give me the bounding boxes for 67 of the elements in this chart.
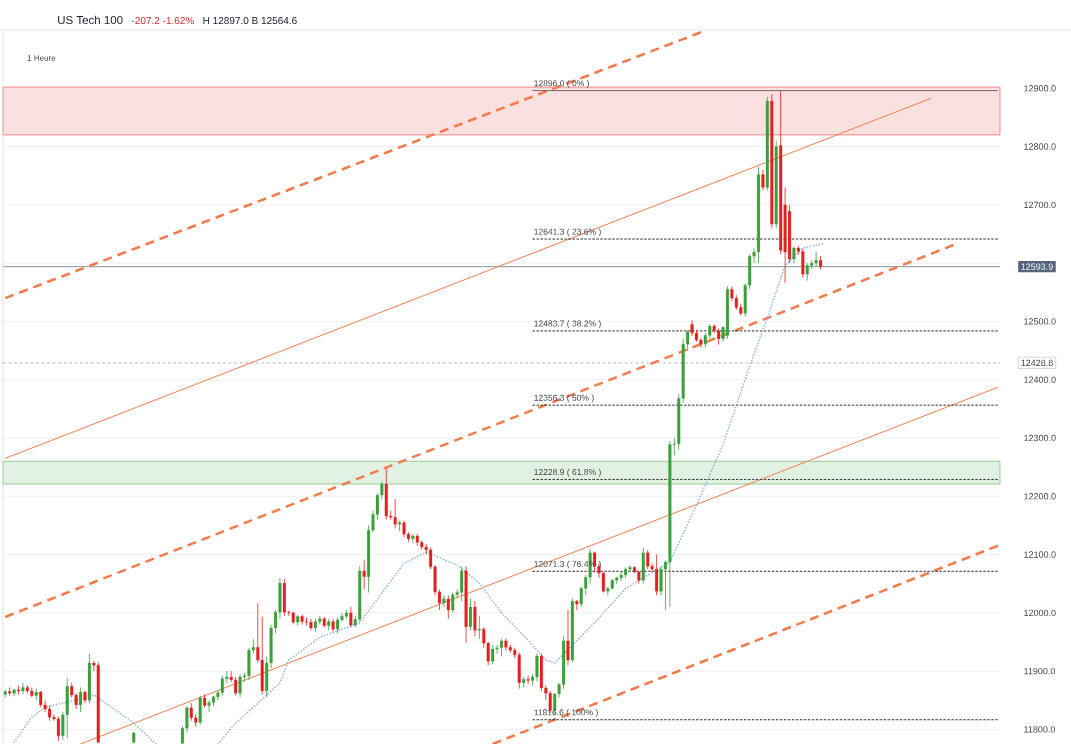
candlestick (774, 140, 778, 229)
candlestick (765, 96, 769, 191)
candlestick (446, 594, 450, 620)
candlestick (770, 93, 774, 229)
candlestick (468, 597, 472, 631)
chart-title: US Tech 100 (58, 15, 123, 25)
candlestick (628, 564, 632, 573)
candlestick (756, 166, 761, 264)
y-tick-label: 12200.0 (1024, 493, 1056, 500)
candlestick (327, 618, 331, 631)
ref-line-label: 12593.9 (1021, 263, 1053, 270)
candlestick (291, 611, 295, 625)
candlestick (570, 597, 574, 663)
candlestick (34, 688, 38, 701)
candlestick (393, 498, 397, 529)
candlestick (8, 687, 12, 697)
candlestick (132, 731, 136, 744)
candlestick (725, 286, 730, 340)
candlestick (56, 716, 60, 742)
candlestick (79, 687, 83, 713)
candlestick (641, 547, 645, 585)
candlestick (819, 255, 823, 270)
series-label: 12483.7 ( 38.2% ) (534, 320, 601, 329)
candlestick (522, 676, 526, 688)
candlestick (322, 616, 326, 628)
candlestick (12, 688, 16, 697)
text: -207.2 -1.62% (131, 17, 194, 25)
candlestick (260, 616, 264, 695)
line-series (217, 242, 826, 744)
candlestick (17, 685, 21, 695)
text: H 12897.0 B 12564.6 (203, 17, 297, 25)
candlestick (398, 520, 402, 532)
series-label: 12228.9 ( 61.8% ) (534, 468, 601, 477)
candlestick (477, 615, 481, 640)
annotation: 1 Heure (27, 55, 56, 61)
candlestick (198, 695, 202, 726)
y-tick-label: 12100.0 (1024, 551, 1056, 558)
candlestick (451, 592, 455, 614)
y-tick-label: 12300.0 (1024, 434, 1056, 442)
candlestick (87, 653, 91, 704)
candlestick (344, 609, 348, 620)
candlestick (349, 606, 353, 628)
y-tick-label: 12000.0 (1024, 609, 1056, 617)
candlestick (39, 690, 43, 708)
candlestick (65, 677, 69, 739)
ref-line-label: 12428.8 (1021, 359, 1053, 367)
candlestick (442, 594, 446, 608)
y-tick-label: 11800.0 (1024, 726, 1056, 733)
candlestick (203, 694, 207, 708)
y-tick-label: 12500.0 (1024, 318, 1056, 325)
y-tick-label: 12400.0 (1024, 376, 1056, 383)
y-tick-label: 12700.0 (1024, 201, 1056, 209)
candlestick (296, 614, 300, 627)
candlestick (491, 644, 495, 665)
y-tick-label: 11900.0 (1024, 667, 1056, 675)
candlestick (526, 675, 530, 685)
series-label: 12356.3 ( 50% ) (534, 394, 594, 403)
candlestick (575, 599, 579, 611)
series-label: 12896.0 ( 0% ) (534, 79, 589, 88)
candlestick (21, 682, 25, 695)
candlestick (517, 652, 521, 690)
candlestick (96, 661, 100, 744)
candlestick (336, 617, 340, 634)
y-tick-label: 12900.0 (1024, 85, 1056, 92)
candlestick (499, 638, 504, 657)
candlestick (646, 549, 650, 570)
y-tick-label: 12800.0 (1024, 143, 1056, 150)
